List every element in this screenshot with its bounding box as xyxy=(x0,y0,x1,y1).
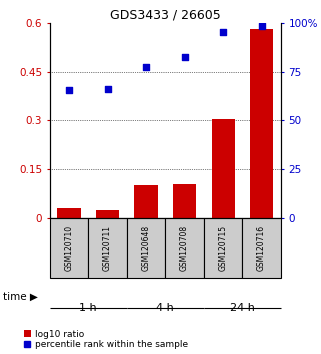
FancyBboxPatch shape xyxy=(127,218,165,278)
Point xyxy=(221,29,226,35)
Text: 1 h: 1 h xyxy=(80,303,97,313)
Text: GSM120716: GSM120716 xyxy=(257,225,266,271)
Point xyxy=(66,87,72,92)
Bar xyxy=(96,210,119,218)
Bar xyxy=(212,119,235,218)
Text: GSM120711: GSM120711 xyxy=(103,225,112,271)
FancyBboxPatch shape xyxy=(204,218,242,278)
Point xyxy=(259,23,264,28)
Text: GSM120708: GSM120708 xyxy=(180,225,189,271)
Bar xyxy=(250,29,273,218)
Bar xyxy=(57,208,81,218)
FancyBboxPatch shape xyxy=(88,218,127,278)
Point xyxy=(143,65,149,70)
Text: time ▶: time ▶ xyxy=(3,291,38,302)
Bar xyxy=(134,185,158,218)
Text: 4 h: 4 h xyxy=(156,303,174,313)
Point xyxy=(182,54,187,60)
Point xyxy=(105,86,110,91)
FancyBboxPatch shape xyxy=(50,218,88,278)
FancyBboxPatch shape xyxy=(242,218,281,278)
FancyBboxPatch shape xyxy=(165,218,204,278)
Text: GSM120648: GSM120648 xyxy=(142,225,151,271)
Bar xyxy=(173,184,196,218)
Legend: log10 ratio, percentile rank within the sample: log10 ratio, percentile rank within the … xyxy=(24,330,188,349)
Text: GSM120710: GSM120710 xyxy=(65,225,74,271)
Text: 24 h: 24 h xyxy=(230,303,255,313)
Text: GSM120715: GSM120715 xyxy=(219,225,228,271)
Title: GDS3433 / 26605: GDS3433 / 26605 xyxy=(110,9,221,22)
